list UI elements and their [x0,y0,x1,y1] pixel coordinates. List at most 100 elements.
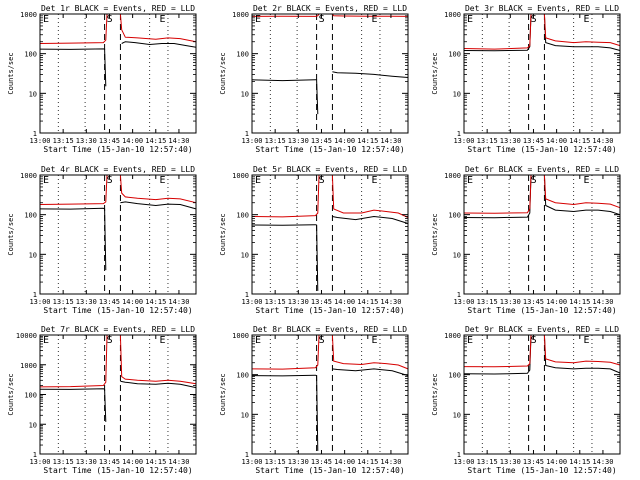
chart-title: Det 3r BLACK = Events, RED = LLD [465,4,619,13]
x-tick-label: 14:15 [357,137,378,145]
y-tick-label: 100 [236,212,249,220]
x-tick-label: 14:15 [145,298,166,306]
x-tick-label: 14:15 [357,458,378,466]
y-tick-label: 10 [241,90,249,98]
y-axis-label: Counts/sec [7,213,15,255]
lld-series-line [331,13,409,17]
x-tick-label: 14:30 [168,298,189,306]
y-tick-label: 100 [448,51,461,59]
y-tick-label: 100 [24,392,37,400]
marker-start-label: E [43,14,49,25]
marker-mid-label: S [107,335,113,346]
chart-title: Det 4r BLACK = Events, RED = LLD [41,165,195,174]
plot-frame [463,334,621,455]
x-tick-label: 13:00 [241,298,262,306]
x-tick-label: 14:15 [569,137,590,145]
x-tick-label: 13:00 [29,137,50,145]
x-tick-label: 13:15 [53,458,74,466]
x-tick-label: 13:30 [76,137,97,145]
x-tick-label: 14:00 [122,137,143,145]
y-tick-label: 100 [236,372,249,380]
marker-mid-label: S [319,14,325,25]
x-tick-label: 13:30 [500,298,521,306]
lld-series-line [39,13,108,44]
x-tick-label: 13:30 [288,298,309,306]
x-tick-label: 14:30 [592,458,613,466]
x-tick-label: 13:00 [453,298,474,306]
events-series-line [251,374,319,451]
lld-series-line [463,174,532,214]
lld-series-line [463,334,532,368]
x-tick-label: 13:30 [288,458,309,466]
lld-series-line [543,334,621,366]
marker-start-label: E [467,14,473,25]
x-tick-label: 13:45 [523,298,544,306]
x-tick-label: 14:00 [122,298,143,306]
y-tick-label: 100 [448,212,461,220]
marker-start-label: E [467,335,473,346]
x-tick-label: 14:30 [168,458,189,466]
events-series-line [39,48,107,87]
marker-end-label: E [159,335,165,346]
events-series-line [543,174,621,216]
y-tick-label: 1 [457,291,461,299]
y-tick-label: 100 [448,372,461,380]
plot-frame [251,334,409,455]
x-tick-label: 13:00 [241,458,262,466]
x-tick-label: 14:15 [145,458,166,466]
marker-end-label: E [159,14,165,25]
x-tick-label: 14:30 [592,298,613,306]
marker-start-label: E [255,335,261,346]
events-series-line [463,334,532,375]
y-axis-label: Counts/sec [219,373,227,415]
lld-series-line [251,334,320,370]
marker-mid-label: S [319,175,325,186]
plot-frame [463,13,621,134]
lld-series-line [543,174,621,209]
y-tick-label: 1000 [444,172,461,180]
events-series-line [463,13,532,52]
y-tick-label: 10 [241,411,249,419]
x-axis-label: Start Time (15-Jan-10 12:57:40) [255,466,404,475]
y-tick-label: 1000 [232,11,249,19]
lld-series-line [543,13,621,47]
y-tick-label: 1000 [444,11,461,19]
x-tick-label: 13:30 [500,137,521,145]
events-series-line [121,41,197,48]
lld-series-line [251,174,320,218]
y-tick-label: 1 [245,291,249,299]
lld-series-line [39,334,108,388]
lld-series-line [119,13,197,43]
y-axis-label: Counts/sec [7,52,15,94]
x-axis-label: Start Time (15-Jan-10 12:57:40) [467,306,616,315]
marker-mid-label: S [319,335,325,346]
x-tick-label: 14:15 [357,298,378,306]
plot-frame [251,174,409,295]
plot-frame [39,13,197,134]
plot-frame [39,334,197,455]
x-tick-label: 13:15 [265,137,286,145]
x-tick-label: 13:15 [53,298,74,306]
y-axis-label: Counts/sec [219,213,227,255]
x-tick-label: 14:00 [122,458,143,466]
x-tick-label: 14:00 [546,458,567,466]
x-tick-label: 14:30 [380,298,401,306]
y-tick-label: 1000 [444,332,461,340]
y-tick-label: 1000 [20,362,37,370]
x-tick-label: 14:00 [546,137,567,145]
marker-mid-label: S [531,14,537,25]
y-tick-label: 1000 [20,11,37,19]
events-series-line [332,215,409,224]
events-series-line [120,201,197,210]
y-tick-label: 10 [453,411,461,419]
chart-title: Det 1r BLACK = Events, RED = LLD [41,4,195,13]
y-tick-label: 100 [24,212,37,220]
x-tick-label: 13:45 [523,137,544,145]
x-tick-label: 13:30 [76,458,97,466]
chart-title: Det 2r BLACK = Events, RED = LLD [253,4,407,13]
